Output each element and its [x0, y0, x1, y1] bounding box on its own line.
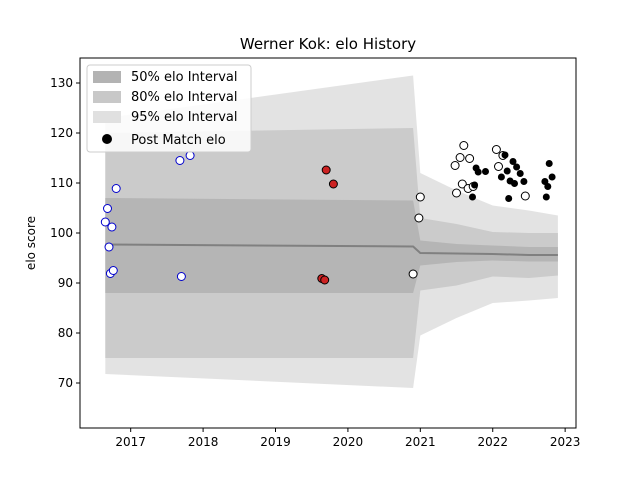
data-point — [513, 163, 521, 171]
legend-label-50: 50% elo Interval — [131, 70, 238, 85]
y-tick-label: 70 — [58, 376, 73, 390]
data-point — [542, 193, 550, 201]
data-point — [455, 153, 465, 162]
data-point — [503, 167, 511, 175]
y-tick-label: 90 — [58, 276, 73, 290]
x-tick-label: 2021 — [405, 435, 436, 449]
x-tick-label: 2022 — [477, 435, 508, 449]
y-tick-label: 130 — [50, 76, 73, 90]
data-point — [415, 192, 425, 202]
y-tick-label: 110 — [50, 176, 73, 190]
data-point — [100, 217, 110, 227]
data-point — [175, 156, 185, 165]
data-point — [545, 160, 553, 167]
legend-marker-post-match — [102, 134, 112, 144]
data-point — [321, 165, 331, 175]
data-point — [465, 154, 475, 163]
data-point — [482, 168, 489, 175]
legend-swatch-95 — [93, 111, 121, 123]
x-tick-label: 2019 — [260, 435, 291, 449]
data-point — [469, 193, 476, 201]
y-tick-label: 120 — [50, 126, 73, 140]
plot-frame — [79, 57, 577, 429]
y-tick-label: 80 — [58, 326, 73, 340]
data-point — [505, 195, 513, 202]
legend-label-95: 95% elo Interval — [131, 110, 238, 125]
data-point — [452, 188, 461, 198]
data-point — [516, 170, 524, 177]
legend-label-post-match: Post Match elo — [131, 133, 226, 148]
median-line — [105, 243, 558, 256]
data-point — [544, 183, 552, 190]
data-point — [541, 178, 549, 185]
x-tick-label: 2020 — [333, 435, 364, 449]
legend-label-80: 80% elo Interval — [131, 90, 238, 105]
data-point — [459, 141, 469, 150]
data-point — [414, 213, 424, 223]
data-point — [103, 204, 112, 213]
data-point — [185, 151, 195, 160]
data-point — [450, 161, 460, 170]
legend-box — [86, 64, 252, 153]
data-point — [176, 272, 186, 281]
data-point — [548, 173, 556, 181]
data-point — [474, 168, 482, 176]
data-point — [494, 162, 503, 171]
chart-title: Werner Kok: elo History — [240, 35, 416, 53]
x-tick-label: 2023 — [550, 435, 581, 449]
data-point — [509, 158, 517, 165]
data-point — [471, 181, 479, 189]
post-match-points — [100, 141, 556, 285]
data-point — [104, 242, 114, 252]
y-axis-label: elo score — [24, 216, 38, 270]
data-point — [491, 145, 501, 154]
data-point — [457, 179, 467, 189]
y-axis: 70 80 90 100 110 120 130 — [50, 76, 80, 390]
x-tick-label: 2017 — [115, 435, 146, 449]
data-point — [328, 179, 338, 189]
data-point — [408, 269, 418, 279]
data-point — [497, 173, 505, 181]
x-axis: 2017 2018 2019 2020 2021 2022 2023 — [115, 428, 580, 449]
data-point — [111, 184, 121, 193]
data-point — [501, 151, 509, 159]
data-point — [520, 191, 530, 201]
data-point — [108, 266, 118, 275]
y-tick-label: 100 — [50, 226, 73, 240]
legend: 50% elo Interval 80% elo Interval 95% el… — [86, 64, 252, 153]
legend-swatch-80 — [93, 91, 121, 103]
data-point — [320, 275, 330, 285]
data-point — [107, 222, 117, 232]
data-point — [511, 180, 518, 187]
data-point — [520, 178, 528, 185]
median-lines — [105, 243, 558, 256]
legend-swatch-50 — [93, 71, 121, 83]
x-tick-label: 2018 — [188, 435, 219, 449]
